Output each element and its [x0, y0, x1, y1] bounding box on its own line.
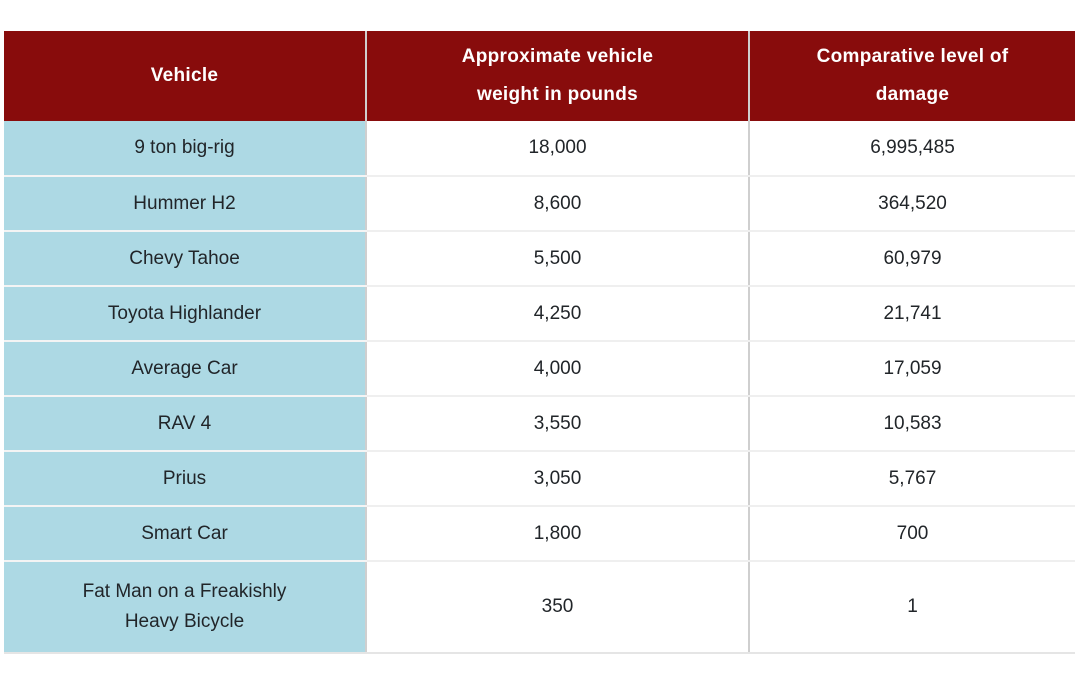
vehicle-name-cell: Fat Man on a Freakishly Heavy Bicycle: [4, 561, 367, 654]
damage-cell: 5,767: [749, 451, 1075, 507]
table-row: Smart Car 1,800 700: [4, 506, 1075, 562]
vehicle-name-cell: Prius: [4, 451, 367, 507]
table-row: Hummer H2 8,600 364,520: [4, 176, 1075, 232]
table-row: Prius 3,050 5,767: [4, 451, 1075, 507]
weight-cell: 350: [366, 561, 750, 654]
table-row: 9 ton big-rig 18,000 6,995,485: [4, 121, 1075, 177]
damage-cell: 17,059: [749, 341, 1075, 397]
weight-cell: 5,500: [366, 231, 750, 287]
weight-cell: 18,000: [366, 121, 750, 177]
vehicle-name-cell: 9 ton big-rig: [4, 121, 367, 177]
damage-cell: 10,583: [749, 396, 1075, 452]
vehicle-name-cell: Hummer H2: [4, 176, 367, 232]
damage-cell: 6,995,485: [749, 121, 1075, 177]
damage-cell: 700: [749, 506, 1075, 562]
damage-cell: 60,979: [749, 231, 1075, 287]
header-cell-damage: Comparative level of damage: [749, 31, 1075, 121]
table-row: Average Car 4,000 17,059: [4, 341, 1075, 397]
vehicle-name-cell: Chevy Tahoe: [4, 231, 367, 287]
weight-cell: 1,800: [366, 506, 750, 562]
vehicle-name-cell: Toyota Highlander: [4, 286, 367, 342]
vehicle-name-cell: Average Car: [4, 341, 367, 397]
table-row: RAV 4 3,550 10,583: [4, 396, 1075, 452]
table-row: Toyota Highlander 4,250 21,741: [4, 286, 1075, 342]
vehicle-name-cell: RAV 4: [4, 396, 367, 452]
damage-comparison-table-container: Vehicle Approximate vehicle weight in po…: [4, 31, 1075, 654]
weight-cell: 4,000: [366, 341, 750, 397]
table-header-row: Vehicle Approximate vehicle weight in po…: [4, 31, 1075, 121]
damage-cell: 1: [749, 561, 1075, 654]
weight-cell: 3,050: [366, 451, 750, 507]
header-cell-weight: Approximate vehicle weight in pounds: [366, 31, 750, 121]
weight-cell: 4,250: [366, 286, 750, 342]
weight-cell: 8,600: [366, 176, 750, 232]
damage-cell: 21,741: [749, 286, 1075, 342]
vehicle-name-cell: Smart Car: [4, 506, 367, 562]
header-cell-vehicle: Vehicle: [4, 31, 367, 121]
table-row: Chevy Tahoe 5,500 60,979: [4, 231, 1075, 287]
damage-comparison-table: Vehicle Approximate vehicle weight in po…: [4, 31, 1075, 654]
weight-cell: 3,550: [366, 396, 750, 452]
table-row: Fat Man on a Freakishly Heavy Bicycle 35…: [4, 561, 1075, 654]
damage-cell: 364,520: [749, 176, 1075, 232]
